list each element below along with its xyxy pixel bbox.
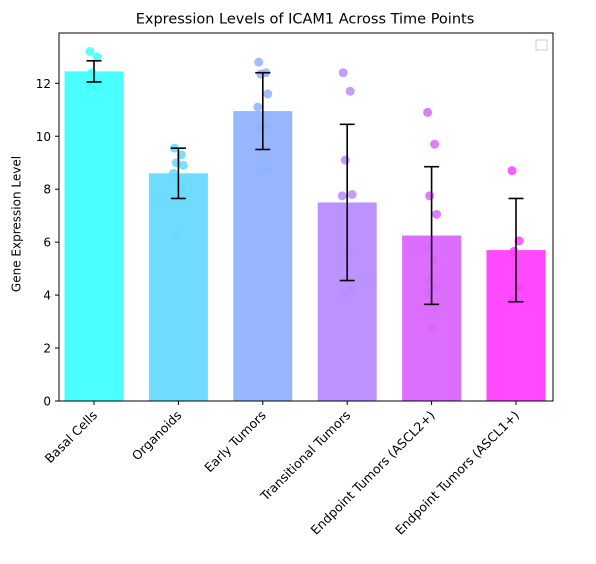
data-point — [341, 274, 351, 284]
y-tick-label: 6 — [43, 236, 51, 250]
y-tick-label: 2 — [43, 342, 51, 356]
y-tick-label: 10 — [36, 130, 51, 144]
bar — [233, 111, 293, 402]
data-point — [426, 274, 436, 284]
data-point — [84, 81, 94, 91]
data-point — [172, 229, 182, 239]
plot-frame — [58, 32, 554, 402]
data-point — [255, 167, 265, 177]
data-point — [425, 191, 435, 201]
data-point — [516, 282, 526, 292]
data-point — [422, 242, 432, 252]
y-tick-label: 8 — [43, 183, 51, 197]
data-point — [344, 248, 354, 258]
data-point — [262, 166, 272, 176]
data-point — [257, 122, 267, 132]
data-point — [347, 189, 357, 199]
data-point — [175, 182, 185, 192]
y-axis-label: Gene Expression Level — [10, 156, 24, 292]
data-point — [168, 168, 178, 178]
data-point — [506, 295, 516, 305]
data-point — [94, 76, 104, 86]
data-point — [430, 139, 440, 149]
legend-box — [535, 39, 548, 51]
data-point — [509, 246, 519, 256]
y-tick-label: 0 — [43, 395, 51, 409]
data-point — [87, 68, 97, 78]
data-point — [254, 57, 264, 67]
data-point — [428, 323, 438, 333]
data-point — [263, 89, 273, 99]
x-tick-label: Early Tumors — [201, 408, 269, 476]
x-tick-label: Transitional Tumors — [257, 408, 354, 505]
data-point — [85, 47, 95, 57]
data-point — [92, 52, 102, 62]
plot-area: 0 2 4 6 8 10 12 Basal Cells Organoids Early Tumor… — [36, 47, 546, 538]
data-point — [431, 282, 441, 292]
data-point — [432, 209, 442, 219]
y-tick-label: 4 — [43, 289, 51, 303]
x-tick-label: Organoids — [129, 408, 185, 464]
data-point — [346, 285, 356, 295]
y-tick-label: 12 — [36, 77, 51, 91]
data-point — [178, 160, 188, 170]
bar — [64, 71, 124, 401]
data-point — [507, 166, 517, 176]
data-point — [256, 69, 266, 79]
data-point — [423, 107, 433, 117]
x-tick-label: Basal Cells — [42, 408, 101, 467]
data-point — [429, 254, 439, 264]
data-point — [340, 155, 350, 165]
data-point — [253, 102, 263, 112]
bar — [148, 173, 208, 401]
data-point — [337, 191, 347, 201]
data-point — [339, 289, 349, 299]
data-point — [338, 68, 348, 78]
data-point — [345, 86, 355, 96]
chart-title: Expression Levels of ICAM1 Across Time P… — [136, 12, 475, 28]
